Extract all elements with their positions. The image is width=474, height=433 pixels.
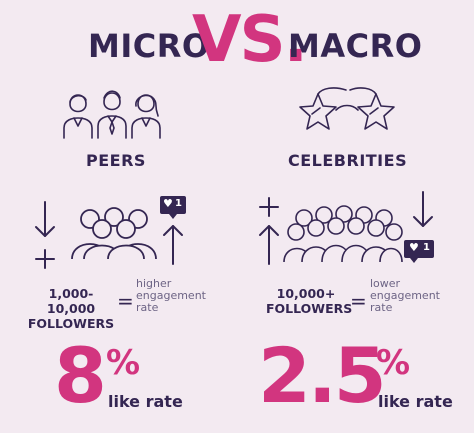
macro-rate-desc-3: rate xyxy=(370,301,393,314)
micro-equals: = xyxy=(117,289,134,313)
title-macro: MACRO xyxy=(288,27,423,65)
small-crowd-icon xyxy=(71,207,157,260)
micro-rate-description: higher engagement rate xyxy=(136,278,206,314)
arrow-down-icon xyxy=(35,201,55,237)
micro-percent-sign: % xyxy=(106,343,141,383)
plus-icon xyxy=(35,249,55,269)
macro-rate-desc-1: lower xyxy=(370,277,401,290)
celebrities-label: CELEBRITIES xyxy=(288,151,408,170)
notification-count: 1 xyxy=(423,242,430,253)
micro-like-rate-number: 8 xyxy=(54,331,107,420)
macro-followers-word: FOLLOWERS xyxy=(266,301,353,316)
notification-count: 1 xyxy=(175,198,182,209)
heart-icon: ♥ xyxy=(163,197,173,210)
micro-followers-word: FOLLOWERS xyxy=(27,316,115,331)
title-micro: MICRO xyxy=(88,27,210,65)
micro-followers: 1,000-10,000 FOLLOWERS xyxy=(26,286,116,331)
arrow-up-icon xyxy=(259,225,279,265)
title-vs: VS. xyxy=(192,3,308,77)
arrow-up-icon xyxy=(163,225,183,265)
micro-rate-desc-2: engagement xyxy=(136,289,206,302)
peers-icon xyxy=(63,90,161,139)
micro-rate-desc-3: rate xyxy=(136,301,159,314)
micro-rate-desc-1: higher xyxy=(136,277,172,290)
macro-rate-description: lower engagement rate xyxy=(370,278,440,314)
micro-followers-range: 1,000-10,000 xyxy=(46,286,96,316)
arrow-down-icon xyxy=(413,191,433,227)
macro-percent-sign: % xyxy=(376,343,411,383)
plus-icon xyxy=(259,197,279,217)
micro-like-rate-label: like rate xyxy=(108,392,183,411)
macro-rate-desc-2: engagement xyxy=(370,289,440,302)
like-notification-badge: ♥ 1 xyxy=(404,240,434,263)
macro-like-rate-number: 2.5 xyxy=(258,331,387,420)
macro-followers: 10,000+ FOLLOWERS xyxy=(266,286,353,316)
large-crowd-icon xyxy=(283,205,403,263)
macro-followers-range: 10,000+ xyxy=(276,286,336,301)
star-glasses-icon xyxy=(299,87,395,130)
heart-icon: ♥ xyxy=(409,241,419,254)
peers-label: PEERS xyxy=(86,151,146,170)
macro-like-rate-label: like rate xyxy=(378,392,453,411)
like-notification-badge: ♥ 1 xyxy=(160,196,186,219)
macro-equals: = xyxy=(350,289,367,313)
